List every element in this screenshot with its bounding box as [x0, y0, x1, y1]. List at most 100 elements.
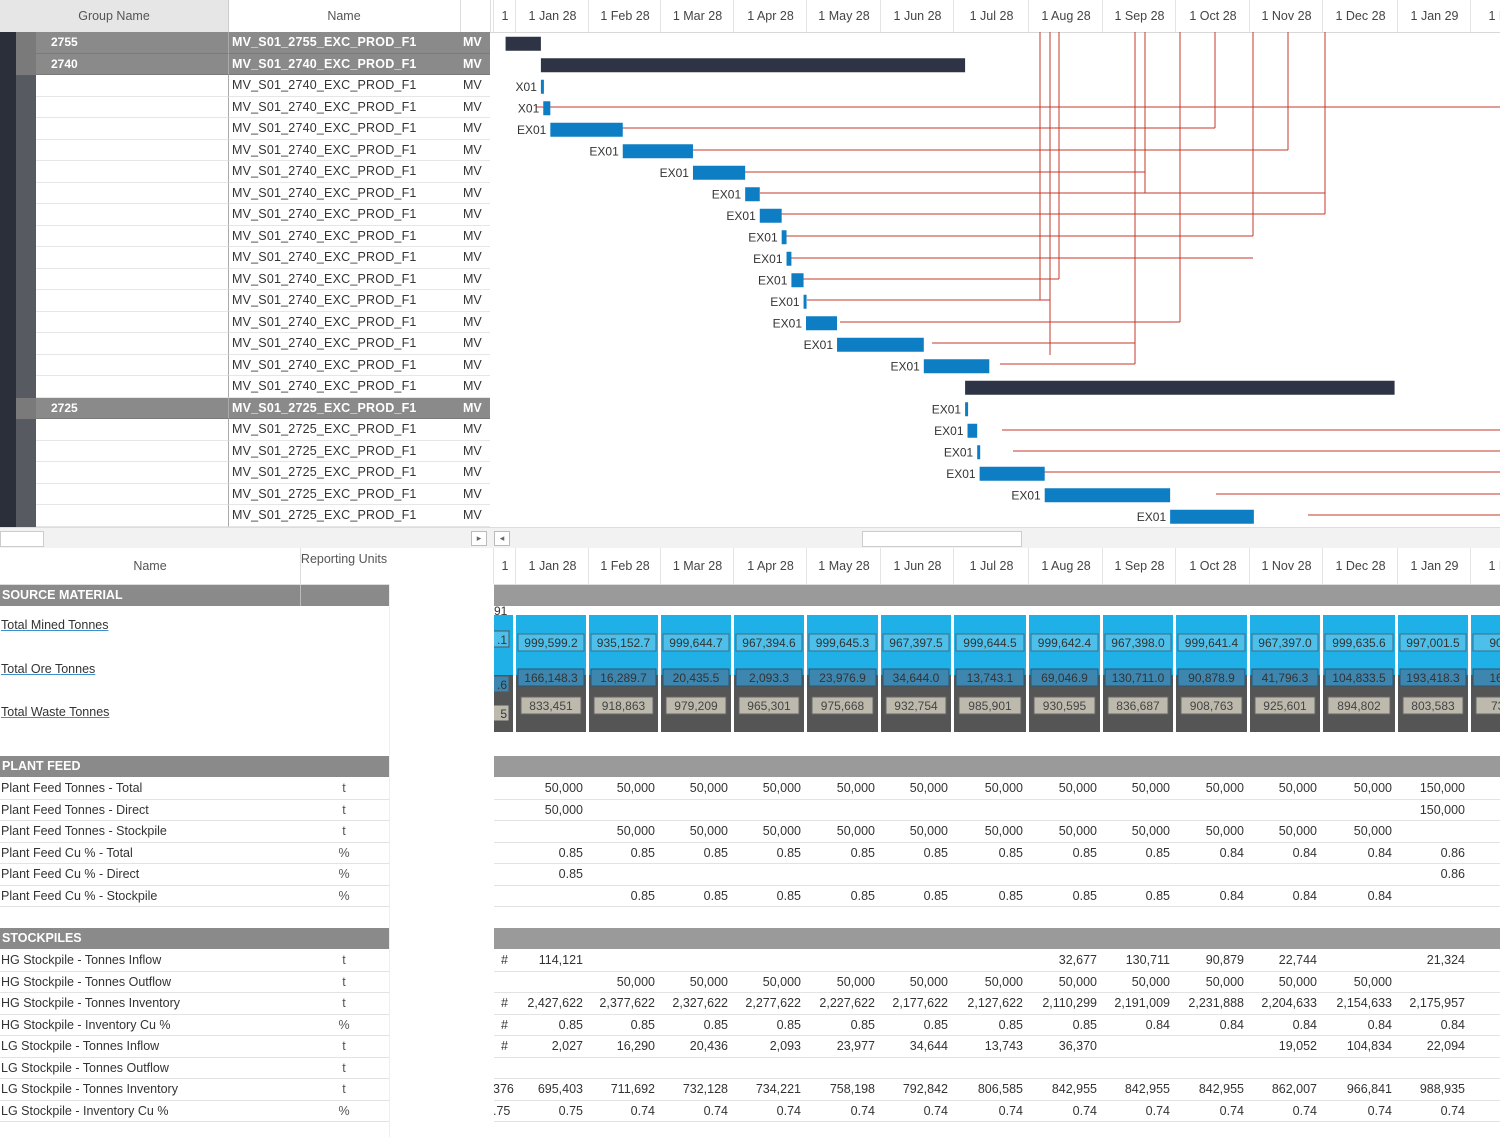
gantt-bar[interactable] [781, 230, 787, 245]
gantt-task-row[interactable]: MV_S01_2740_EXC_PROD_F1 MV [0, 118, 490, 140]
report-row[interactable]: HG Stockpile - Tonnes Inflow t #114,121 32,… [0, 950, 1500, 972]
reporting-units-header[interactable]: Reporting Units [300, 552, 388, 566]
grid-scroll-thumb[interactable] [0, 531, 44, 547]
gantt-group-row[interactable]: 2740 MV_S01_2740_EXC_PROD_F1 MV [0, 53, 490, 75]
gantt-bar[interactable] [791, 273, 804, 288]
gantt-bar[interactable] [786, 251, 792, 266]
gantt-task-row[interactable]: MV_S01_2740_EXC_PROD_F1 MV [0, 96, 490, 118]
report-row[interactable]: HG Stockpile - Tonnes Inventory t #2,427,6… [0, 993, 1500, 1015]
timeline-period-header[interactable]: 1 Apr 28 [733, 548, 807, 584]
gantt-task-row[interactable]: MV_S01_2740_EXC_PROD_F1 MV [0, 161, 490, 183]
timeline-period-header[interactable]: 1 Feb 28 [588, 548, 661, 584]
timeline-period-header[interactable]: 1 May 28 [806, 0, 881, 32]
gantt-task-row[interactable]: MV_S01_2740_EXC_PROD_F1 MV [0, 182, 490, 204]
gantt-bar[interactable] [745, 187, 760, 202]
report-row[interactable]: Plant Feed Tonnes - Direct t 50,000 150,000… [0, 800, 1500, 821]
scroll-right-button[interactable]: ▸ [471, 531, 487, 546]
timeline-period-header[interactable]: 1 May 28 [806, 548, 881, 584]
gantt-task-row[interactable]: MV_S01_2740_EXC_PROD_F1 MV [0, 290, 490, 312]
report-name-header[interactable]: Name [0, 548, 301, 584]
timeline-period-header[interactable]: 1 Fe [1470, 548, 1500, 584]
timeline-period-header[interactable]: 1 Oct 28 [1175, 548, 1250, 584]
gantt-bar[interactable] [543, 101, 551, 116]
report-row[interactable]: LG Stockpile - Tonnes Inflow t #2,027 16,29… [0, 1036, 1500, 1058]
timeline-period-header[interactable]: 1 Apr 28 [733, 0, 807, 32]
timeline-period-header[interactable]: 1 Mar 28 [660, 0, 734, 32]
report-row[interactable]: LG Stockpile - Tonnes Inventory t 376 695,4… [0, 1079, 1500, 1101]
gantt-bar[interactable] [692, 165, 746, 180]
gantt-bar[interactable] [806, 316, 838, 331]
timeline-period-header[interactable]: 1 Feb 28 [588, 0, 661, 32]
report-row[interactable]: Plant Feed Tonnes - Total t 50,000 50,000 50… [0, 778, 1500, 800]
timeline-period-header[interactable]: 1 Jun 28 [880, 548, 954, 584]
gantt-bar[interactable] [965, 402, 969, 417]
gantt-task-row[interactable]: MV_S01_2740_EXC_PROD_F1 MV [0, 247, 490, 269]
gantt-group-row[interactable]: 2755 MV_S01_2755_EXC_PROD_F1 MV [0, 32, 490, 54]
timeline-period-header[interactable]: 1 Sep 28 [1102, 548, 1176, 584]
gantt-chart[interactable]: X01X01EX01EX01EX01EX01EX01EX01EX01EX01EX… [490, 32, 1500, 527]
gantt-task-row[interactable]: MV_S01_2740_EXC_PROD_F1 MV [0, 354, 490, 376]
report-row[interactable]: Plant Feed Tonnes - Stockpile t 50,000 50,0… [0, 821, 1500, 843]
gantt-task-row[interactable]: MV_S01_2740_EXC_PROD_F1 MV [0, 268, 490, 290]
gantt-task-row[interactable]: MV_S01_2740_EXC_PROD_F1 MV [0, 204, 490, 226]
gantt-bar[interactable] [965, 380, 1395, 395]
timeline-period-header[interactable]: 1 Fe [1470, 0, 1500, 32]
gantt-bar[interactable] [622, 144, 693, 159]
timeline-period-header[interactable]: 1 Jan 28 [515, 548, 589, 584]
name-column-header[interactable]: Name [228, 0, 461, 32]
gantt-task-row[interactable]: MV_S01_2740_EXC_PROD_F1 MV [0, 75, 490, 97]
chart-scroll-thumb[interactable] [862, 531, 1022, 547]
report-row[interactable]: Plant Feed Cu % - Stockpile% 0.85 0.85 0.85… [0, 886, 1500, 907]
timeline-period-header[interactable]: 1 Mar 28 [660, 548, 734, 584]
timeline-period-header[interactable]: 1 Jun 28 [880, 0, 954, 32]
timeline-period-header[interactable]: 1 [493, 548, 516, 584]
report-row[interactable]: LG Stockpile - Inventory Cu %% .75 0.75 0.7… [0, 1101, 1500, 1122]
gantt-bar[interactable] [979, 466, 1045, 481]
report-row[interactable]: HG Stockpile - Tonnes Outflow t 50,000 50,0… [0, 972, 1500, 993]
gantt-bar[interactable] [803, 294, 807, 309]
report-row[interactable]: LG Stockpile - Tonnes Outflow t [0, 1058, 1500, 1079]
gantt-bar[interactable] [505, 36, 541, 51]
timeline-period-header[interactable]: 1 Aug 28 [1028, 0, 1103, 32]
gantt-task-row[interactable]: MV_S01_2740_EXC_PROD_F1 MV [0, 333, 490, 355]
timeline-period-header[interactable]: 1 Aug 28 [1028, 548, 1103, 584]
timeline-period-header[interactable]: 1 [493, 0, 516, 32]
gantt-bar[interactable] [1044, 488, 1171, 503]
horizontal-scrollbar[interactable]: ▸ ◂ [0, 527, 1500, 548]
gantt-group-row[interactable]: 2725 MV_S01_2725_EXC_PROD_F1 MV [0, 397, 490, 419]
report-row[interactable]: HG Stockpile - Inventory Cu %% #0.85 0.85 0… [0, 1015, 1500, 1036]
timeline-period-header[interactable]: 1 Nov 28 [1249, 0, 1323, 32]
gantt-bar[interactable] [977, 445, 981, 460]
gantt-task-row[interactable]: MV_S01_2740_EXC_PROD_F1 MV [0, 139, 490, 161]
gantt-task-row[interactable]: MV_S01_2740_EXC_PROD_F1 MV [0, 311, 490, 333]
timeline-period-header[interactable]: 1 Jul 28 [953, 548, 1029, 584]
gantt-bar[interactable] [540, 58, 966, 73]
timeline-period-header[interactable]: 1 Oct 28 [1175, 0, 1250, 32]
gantt-bar[interactable] [837, 337, 924, 352]
gantt-bar[interactable] [923, 359, 990, 374]
gantt-bar[interactable] [759, 208, 782, 223]
gantt-task-row[interactable]: MV_S01_2740_EXC_PROD_F1 MV [0, 376, 490, 398]
gantt-bar[interactable] [550, 122, 623, 137]
timeline-period-header[interactable]: 1 Jan 28 [515, 0, 589, 32]
group-name-column-header[interactable]: Group Name [0, 0, 229, 32]
timeline-period-header[interactable]: 1 Dec 28 [1322, 548, 1398, 584]
timeline-period-header[interactable]: 1 Nov 28 [1249, 548, 1323, 584]
timeline-period-header[interactable]: 1 Jan 29 [1397, 0, 1471, 32]
gantt-bar[interactable] [1170, 509, 1254, 524]
timeline-period-header[interactable]: 1 Dec 28 [1322, 0, 1398, 32]
gantt-bar[interactable] [540, 79, 544, 94]
scroll-left-button[interactable]: ◂ [494, 531, 510, 546]
timeline-period-header[interactable]: 1 Jul 28 [953, 0, 1029, 32]
gantt-task-row[interactable]: MV_S01_2740_EXC_PROD_F1 MV [0, 225, 490, 247]
gantt-bar[interactable] [967, 423, 978, 438]
report-row[interactable]: Plant Feed Cu % - Total% 0.85 0.85 0.85 0.85… [0, 843, 1500, 864]
type-column-header[interactable] [460, 0, 491, 32]
timeline-period-header[interactable]: 1 Sep 28 [1102, 0, 1176, 32]
report-row[interactable]: Plant Feed Cu % - Direct% 0.85 0.86 [0, 864, 1500, 886]
timeline-period-header[interactable]: 1 Jan 29 [1397, 548, 1471, 584]
